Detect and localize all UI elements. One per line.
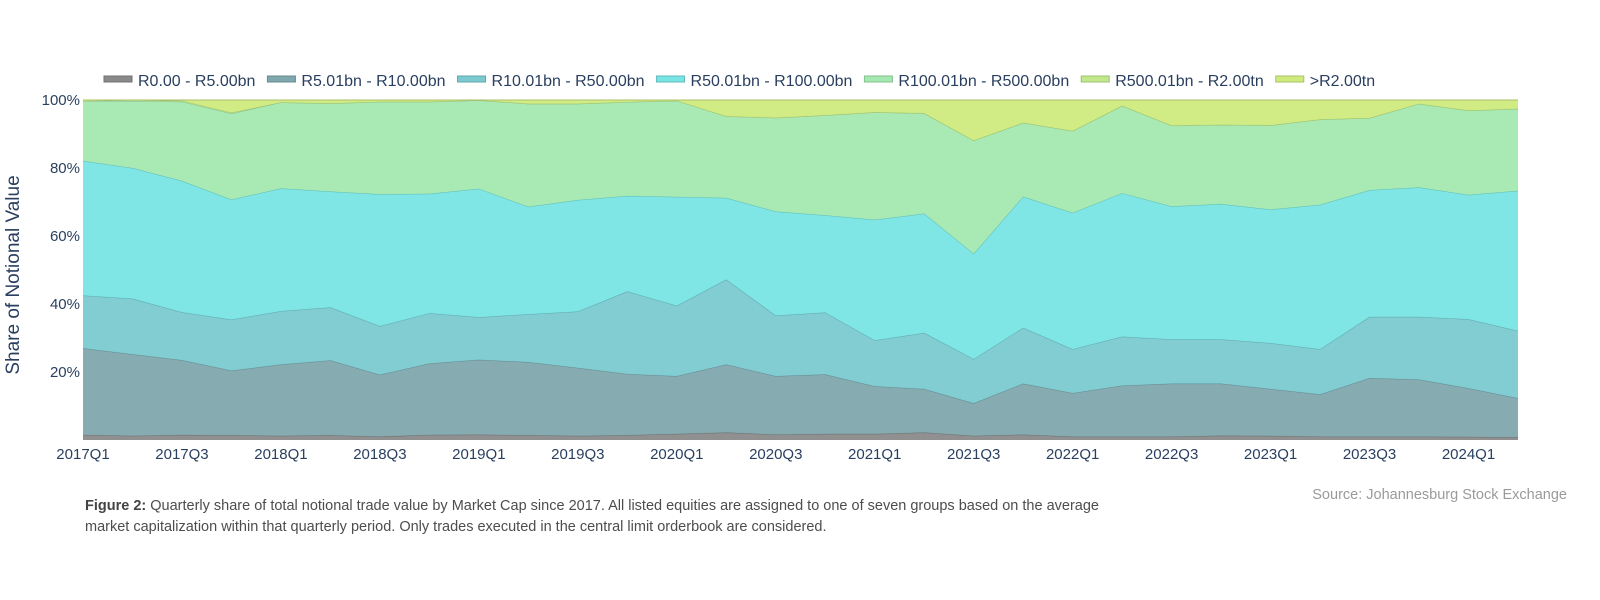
x-tick-label: 2022Q3 bbox=[1145, 446, 1198, 463]
x-tick-label: 2017Q1 bbox=[56, 446, 109, 463]
area-r10-01bn-r50-00bn bbox=[83, 279, 1518, 404]
area-r50-01bn-r100-00bn bbox=[83, 160, 1518, 360]
legend-label: R50.01bn - R100.00bn bbox=[691, 73, 853, 90]
legend-item-r0-00-r5-00bn[interactable]: R0.00 - R5.00bn bbox=[103, 73, 255, 90]
x-tick-label: 2023Q3 bbox=[1343, 446, 1396, 463]
chart-legend: R0.00 - R5.00bn R5.01bn - R10.00bn R10.01b… bbox=[103, 73, 1375, 90]
legend-item-r500-01bn-r2-00tn[interactable]: R500.01bn - R2.00tn bbox=[1080, 73, 1264, 90]
x-tick-label: 2020Q3 bbox=[749, 446, 802, 463]
figure-caption: Figure 2: Quarterly share of total notio… bbox=[85, 496, 1125, 538]
x-tick-label: 2023Q1 bbox=[1244, 446, 1297, 463]
caption-label: Figure 2: bbox=[85, 498, 147, 514]
legend-label: >R2.00tn bbox=[1310, 73, 1375, 90]
caption-text: Quarterly share of total notional trade … bbox=[85, 498, 1099, 535]
legend-label: R100.01bn - R500.00bn bbox=[898, 73, 1069, 90]
x-axis: 2017Q1 2017Q3 2018Q1 2018Q3 2019Q1 2019Q3 2020… bbox=[56, 446, 1495, 463]
y-tick-label: 20% bbox=[50, 364, 80, 381]
legend-item-r50-01bn-r100-00bn[interactable]: R50.01bn - R100.00bn bbox=[656, 73, 853, 90]
y-axis: 20% 40% 60% 80% 100% bbox=[42, 92, 80, 381]
legend-item-r10-01bn-r50-00bn[interactable]: R10.01bn - R50.00bn bbox=[457, 73, 645, 90]
legend-item-r2-00tn[interactable]: >R2.00tn bbox=[1275, 73, 1375, 90]
x-tick-label: 2019Q1 bbox=[452, 446, 505, 463]
legend-swatch bbox=[1275, 75, 1305, 83]
x-tick-label: 2020Q1 bbox=[650, 446, 703, 463]
legend-swatch bbox=[863, 75, 893, 83]
x-tick-label: 2017Q3 bbox=[155, 446, 208, 463]
y-tick-label: 80% bbox=[50, 160, 80, 177]
y-tick-label: 100% bbox=[42, 92, 80, 109]
x-tick-label: 2019Q3 bbox=[551, 446, 604, 463]
x-tick-label: 2024Q1 bbox=[1442, 446, 1495, 463]
legend-label: R500.01bn - R2.00tn bbox=[1115, 73, 1264, 90]
legend-label: R0.00 - R5.00bn bbox=[138, 73, 255, 90]
legend-swatch bbox=[1080, 75, 1110, 83]
x-tick-label: 2018Q3 bbox=[353, 446, 406, 463]
legend-item-r5-01bn-r10-00bn[interactable]: R5.01bn - R10.00bn bbox=[266, 73, 446, 90]
x-tick-label: 2021Q3 bbox=[947, 446, 1000, 463]
x-tick-label: 2018Q1 bbox=[254, 446, 307, 463]
legend-item-r100-01bn-r500-00bn[interactable]: R100.01bn - R500.00bn bbox=[863, 73, 1069, 90]
legend-label: R10.01bn - R50.00bn bbox=[492, 73, 645, 90]
chart-areas bbox=[82, 99, 1519, 440]
legend-swatch bbox=[457, 75, 487, 83]
x-tick-label: 2021Q1 bbox=[848, 446, 901, 463]
area-r0-00-r5-00bn bbox=[83, 432, 1518, 440]
source-note: Source: Johannesburg Stock Exchange bbox=[1312, 487, 1567, 503]
legend-label: R5.01bn - R10.00bn bbox=[301, 73, 445, 90]
x-tick-label: 2022Q1 bbox=[1046, 446, 1099, 463]
legend-swatch bbox=[103, 75, 133, 83]
area-r2-00tn bbox=[83, 100, 1518, 141]
area-r5-01bn-r10-00bn bbox=[83, 348, 1518, 438]
y-axis-label: Share of Notional Value bbox=[3, 175, 24, 374]
legend-swatch bbox=[656, 75, 686, 83]
stacked-area-chart: R0.00 - R5.00bn R5.01bn - R10.00bn R10.01b… bbox=[3, 73, 1519, 463]
y-tick-label: 60% bbox=[50, 228, 80, 245]
legend-swatch bbox=[266, 75, 296, 83]
area-r100-01bn-r500-00bn bbox=[83, 100, 1518, 254]
y-tick-label: 40% bbox=[50, 296, 80, 313]
